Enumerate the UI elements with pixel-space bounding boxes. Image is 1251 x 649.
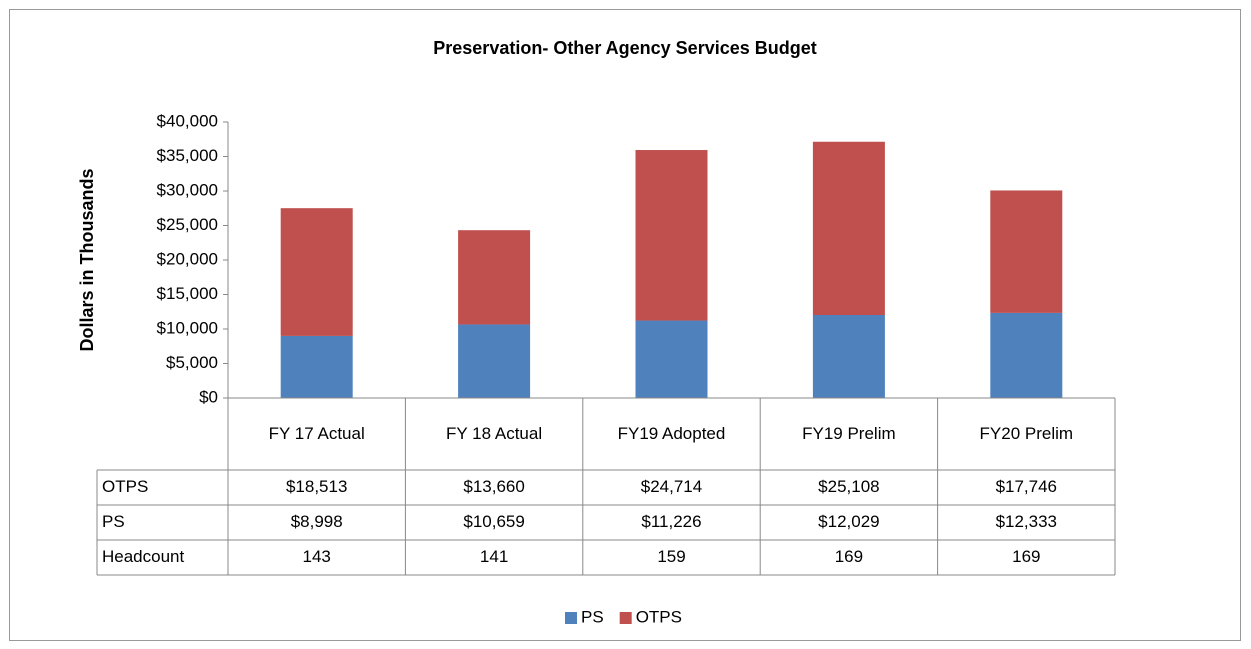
- chart-title: Preservation- Other Agency Services Budg…: [433, 38, 816, 58]
- table-cell: 141: [480, 547, 508, 566]
- table-cell: 169: [1012, 547, 1040, 566]
- x-tick-label: FY19 Prelim: [802, 424, 896, 443]
- cell: FY19 Prelim: [760, 398, 937, 470]
- y-tick-label: $20,000: [157, 249, 218, 268]
- bar-segment: [990, 190, 1063, 313]
- y-tick-label: $35,000: [157, 146, 218, 165]
- y-tick-label: $10,000: [157, 318, 218, 337]
- bar-segment: [458, 324, 531, 398]
- table-cell: $18,513: [286, 477, 347, 496]
- cell: FY19 Adopted: [583, 398, 760, 470]
- x-tick-label: FY20 Prelim: [979, 424, 1074, 443]
- legend-label: PS: [581, 607, 604, 626]
- bar-segment: [635, 150, 708, 321]
- y-tick-label: $15,000: [157, 284, 218, 303]
- bar-segment: [280, 208, 353, 336]
- row-label: PS: [102, 512, 125, 531]
- table-cell: $13,660: [463, 477, 524, 496]
- x-tick-label: FY 17 Actual: [268, 424, 365, 443]
- y-axis-label: Dollars in Thousands: [77, 168, 97, 351]
- table-cell: 169: [835, 547, 863, 566]
- table-cell: $10,659: [463, 512, 524, 531]
- table-cell: $8,998: [291, 512, 343, 531]
- table-cell: $24,714: [641, 477, 702, 496]
- y-tick-label: $40,000: [157, 111, 218, 130]
- bar-segment: [812, 314, 885, 398]
- bar-segment: [458, 230, 531, 325]
- bar-segment: [812, 141, 885, 315]
- table-cell: 159: [657, 547, 685, 566]
- y-tick-label: $0: [199, 387, 218, 406]
- category-cell: FY20 Prelim: [938, 398, 1115, 470]
- legend-swatch: [619, 612, 632, 624]
- bar-segment: [635, 320, 708, 398]
- bar-segment: [280, 335, 353, 398]
- table-cell: $17,746: [996, 477, 1057, 496]
- table-cell: 143: [303, 547, 331, 566]
- cell: FY 18 Actual: [405, 398, 582, 470]
- row-label: OTPS: [102, 477, 148, 496]
- row-label: Headcount: [102, 547, 185, 566]
- cell: FY20 Prelim: [938, 398, 1115, 470]
- table-cell: $12,333: [996, 512, 1057, 531]
- table-cell: $25,108: [818, 477, 879, 496]
- table-cell: $12,029: [818, 512, 879, 531]
- y-tick-label: $25,000: [157, 215, 218, 234]
- y-tick-label: $30,000: [157, 180, 218, 199]
- y-tick-label: $5,000: [166, 353, 218, 372]
- legend-swatch: [565, 612, 577, 624]
- category-cell: FY 18 Actual: [405, 398, 582, 470]
- category-cell: FY19 Adopted: [583, 398, 760, 470]
- legend-label: OTPS: [636, 607, 682, 626]
- bar-segment: [990, 312, 1063, 398]
- category-cell: FY 17 Actual: [228, 398, 405, 470]
- x-tick-label: FY19 Adopted: [617, 424, 726, 443]
- table-cell: $11,226: [641, 512, 701, 531]
- category-cell: FY19 Prelim: [760, 398, 937, 470]
- cell: FY 17 Actual: [228, 398, 405, 470]
- x-tick-label: FY 18 Actual: [446, 424, 543, 443]
